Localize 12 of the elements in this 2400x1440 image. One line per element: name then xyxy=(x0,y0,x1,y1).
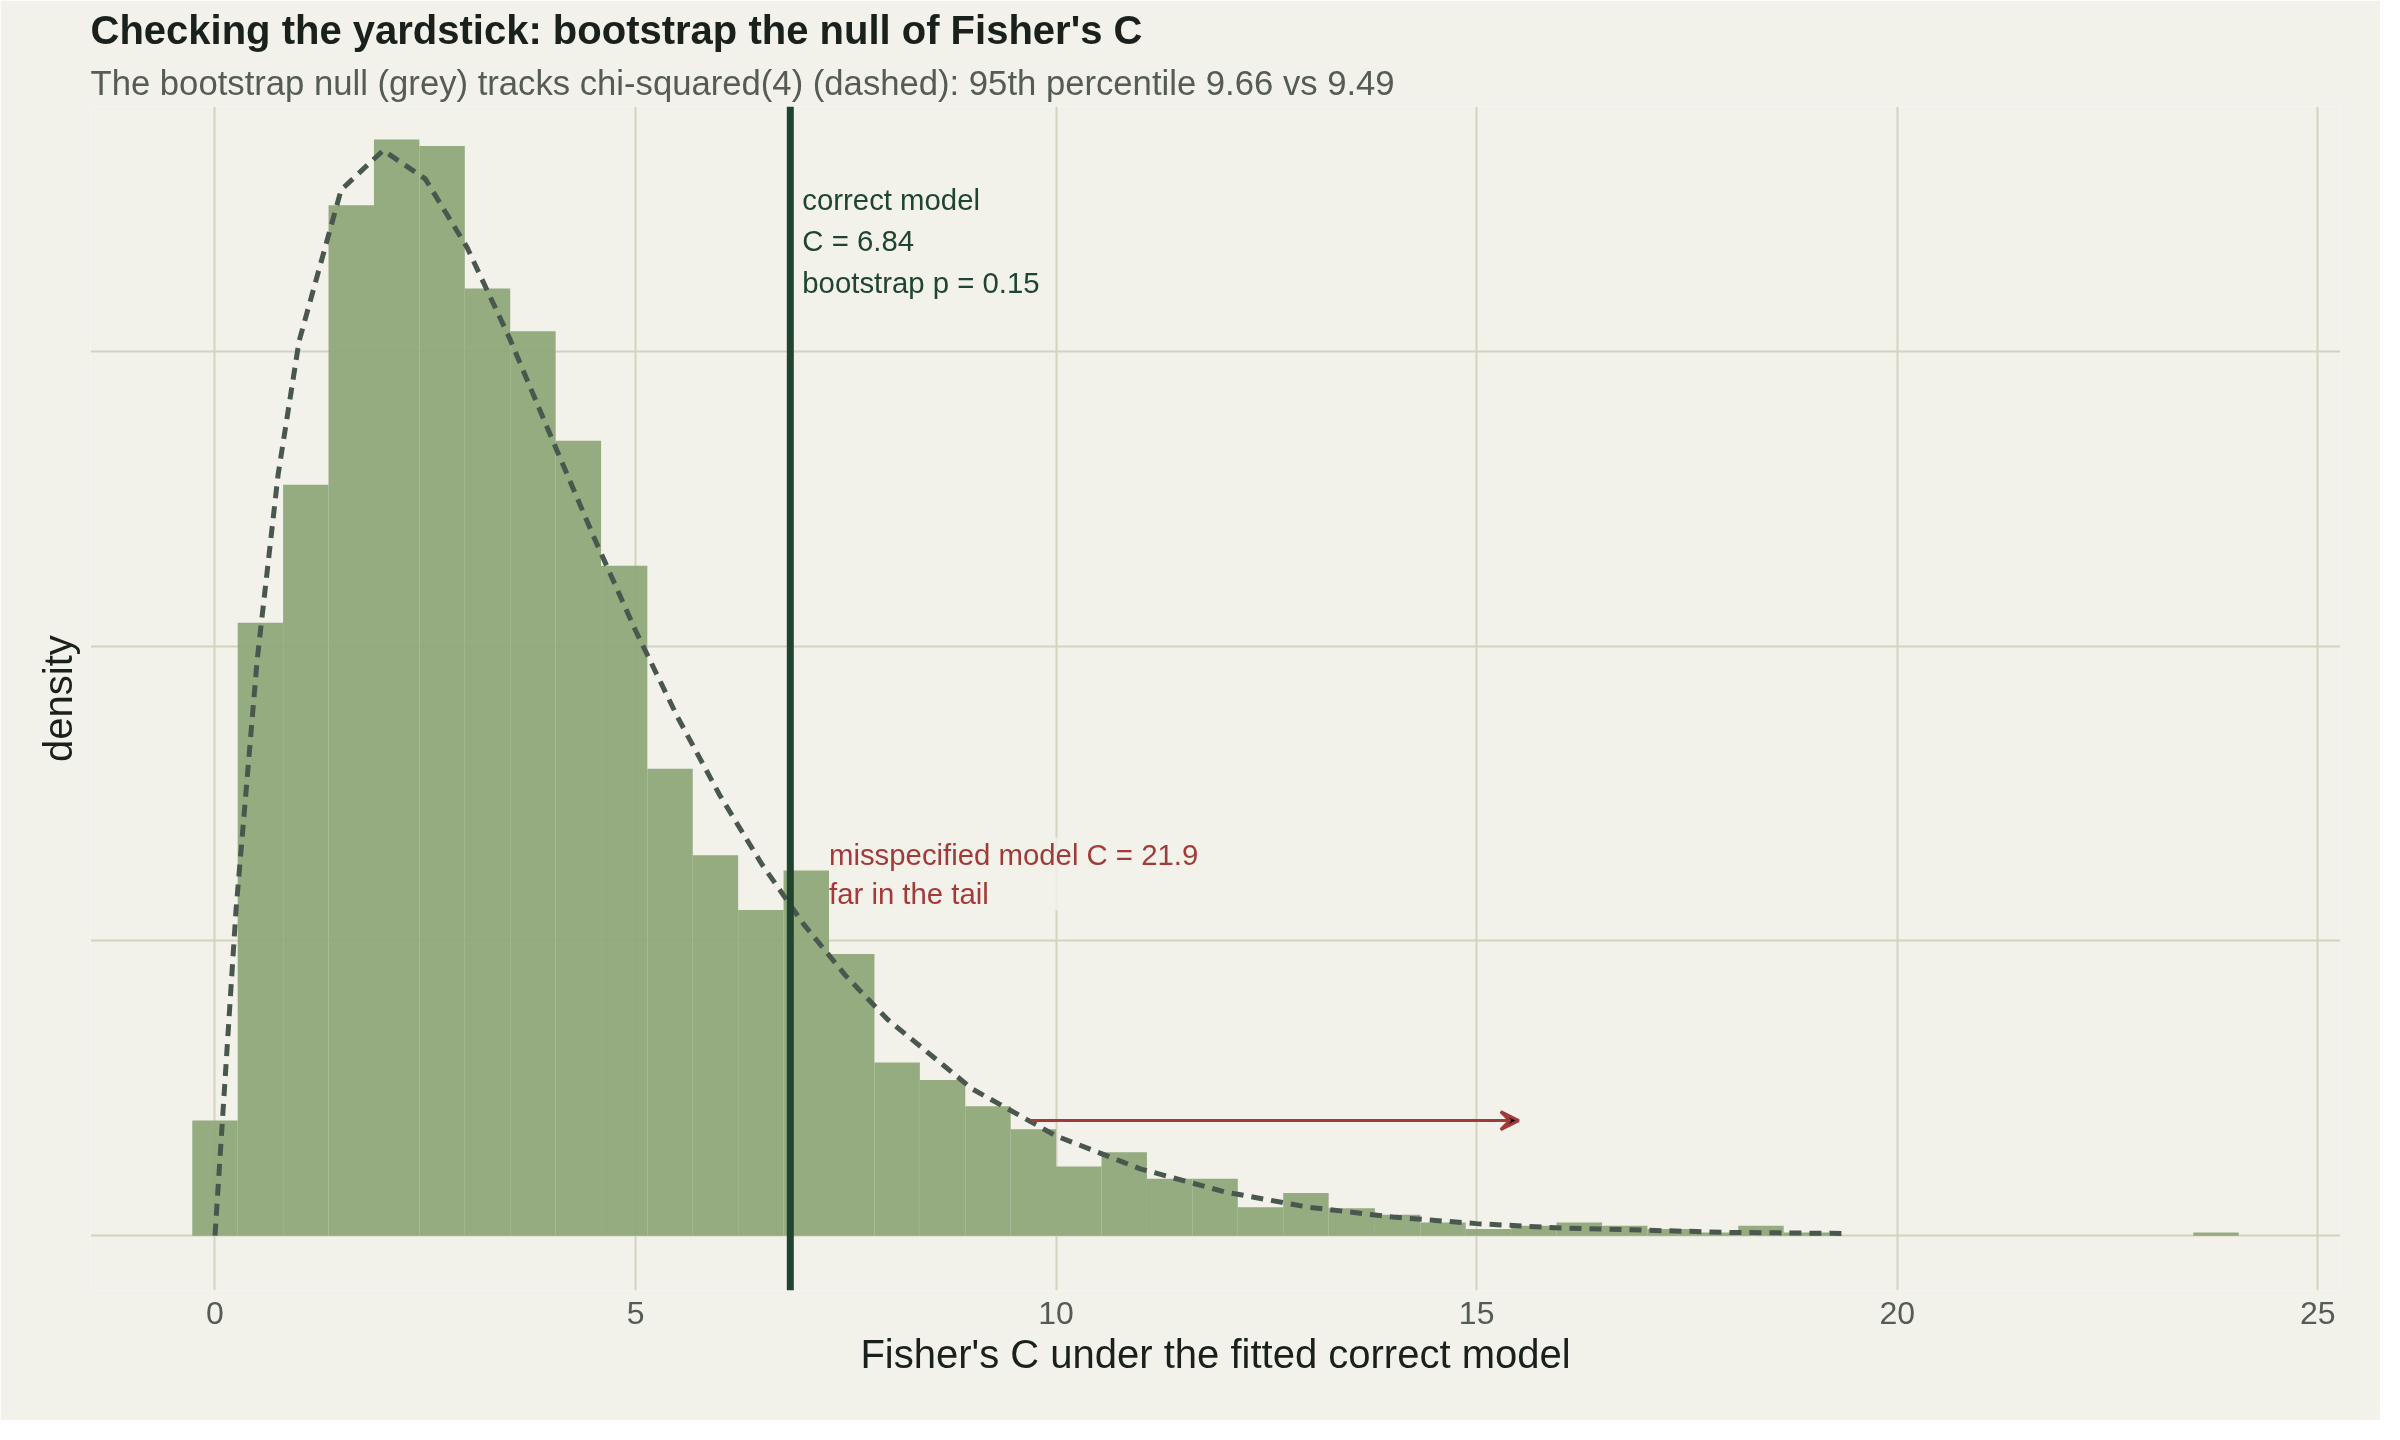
x-tick-label: 20 xyxy=(1879,1294,1916,1331)
x-tick-label: 10 xyxy=(1038,1294,1074,1331)
x-tick-label: 0 xyxy=(206,1294,224,1331)
y-axis-title: density xyxy=(35,635,80,762)
x-axis-title: Fisher's C under the fitted correct model xyxy=(860,1331,1571,1376)
x-tick-label: 15 xyxy=(1458,1294,1495,1331)
chart-subtitle: The bootstrap null (grey) tracks chi-squared(4) (dashed): 95th percentile 9.66 vs 9.49 xyxy=(90,63,1395,102)
annotation: misspecified model C = 21.9 far in the tail xyxy=(829,837,1199,911)
x-tick-label: 25 xyxy=(2299,1294,2336,1331)
chart-title: Checking the yardstick: bootstrap the null of Fisher's C xyxy=(90,7,1143,52)
x-tick-label: 5 xyxy=(626,1294,645,1331)
ref-line-label: correct model C = 6.84 bootstrap p = 0.15 xyxy=(802,183,1040,299)
